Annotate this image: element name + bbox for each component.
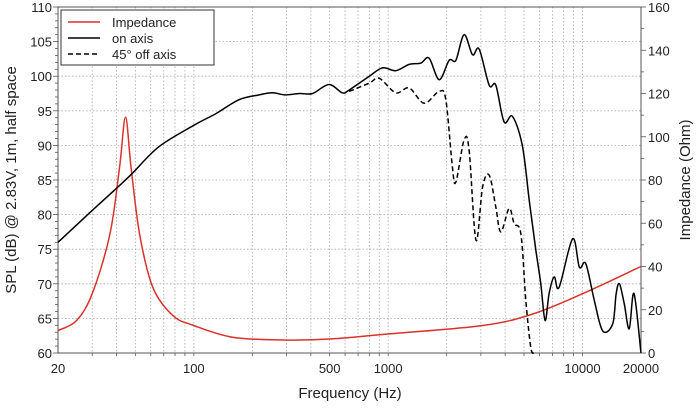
x-tick-label: 20000 <box>623 361 659 376</box>
x-axis-label: Frequency (Hz) <box>298 385 401 402</box>
y-tick-label: 75 <box>38 242 52 257</box>
axes: 60 65 70 75 80 85 90 95 100 105 110 0 20 40 60 80 100 120… <box>30 0 669 376</box>
y2-tick-label: 100 <box>648 130 670 145</box>
y-tick-label: 90 <box>38 138 52 153</box>
x-tick-label: 100 <box>183 361 205 376</box>
y-tick-label: 110 <box>31 0 52 15</box>
grid <box>58 7 641 353</box>
x-tick-label: 500 <box>319 361 341 376</box>
series-group <box>57 33 642 354</box>
off-axis-curve <box>348 77 535 354</box>
y-tick-label: 80 <box>38 208 52 223</box>
y2-tick-label: 60 <box>648 216 662 231</box>
y-tick-label: 85 <box>38 173 52 188</box>
y-tick-label: 100 <box>30 69 52 84</box>
y-axis-label: SPL (dB) @ 2.83V, 1m, half space <box>3 66 20 294</box>
x-tick-label: 10000 <box>564 361 600 376</box>
y2-tick-label: 120 <box>648 87 670 102</box>
y-tick-label: 60 <box>38 346 52 361</box>
y2-tick-label: 80 <box>648 173 662 188</box>
y2-tick-label: 20 <box>648 303 662 318</box>
y2-tick-label: 0 <box>648 346 655 361</box>
y-tick-label: 70 <box>38 277 52 292</box>
y-tick-label: 105 <box>30 35 52 50</box>
x-tick-label: 20 <box>51 361 65 376</box>
y2-axis-label: Impedance (Ohm) <box>677 120 694 241</box>
impedance-curve <box>57 116 642 341</box>
y2-tick-label: 160 <box>648 0 670 15</box>
y2-tick-label: 40 <box>648 260 662 275</box>
legend: Impedance on axis 45° off axis <box>60 9 215 66</box>
legend-label-off-axis: 45° off axis <box>112 47 177 62</box>
legend-label-on-axis: on axis <box>112 31 154 46</box>
x-tick-label: 1000 <box>374 361 403 376</box>
y2-tick-label: 140 <box>648 43 670 58</box>
on-axis-curve <box>57 33 642 354</box>
y-tick-label: 95 <box>38 104 52 119</box>
legend-label-impedance: Impedance <box>112 15 176 30</box>
y-tick-label: 65 <box>38 311 52 326</box>
